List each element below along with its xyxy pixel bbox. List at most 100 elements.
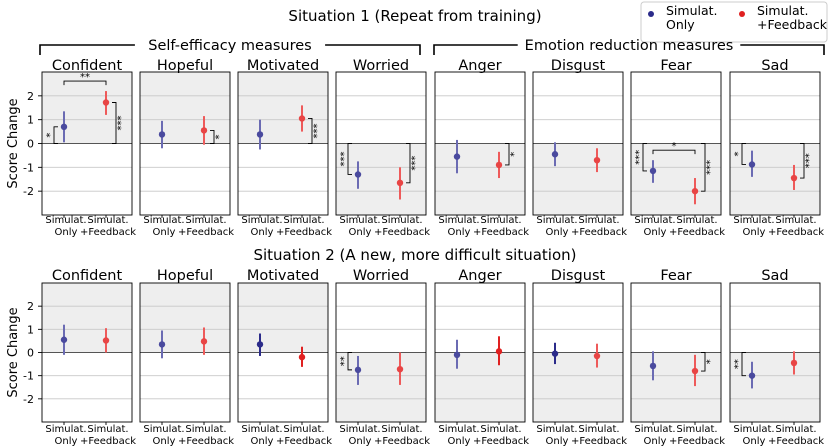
- sig-bracket: [347, 352, 352, 371]
- sig-label: **: [80, 72, 90, 83]
- x-tick-label: Only: [55, 227, 78, 238]
- shade-negative: [435, 352, 525, 422]
- sig-label: **: [339, 356, 350, 366]
- mean-point: [691, 187, 699, 195]
- shade-negative: [730, 143, 820, 215]
- panel-title: Sad: [761, 268, 788, 284]
- x-tick-label: +Feedback: [178, 227, 234, 238]
- x-tick-label: +Feedback: [374, 436, 430, 447]
- x-tick-label: Simulat.: [381, 215, 422, 226]
- situation-1-row: Situation 1 (Repeat from training) Score …: [6, 7, 824, 238]
- x-tick-label: Simulat.: [45, 215, 86, 226]
- sig-label: ***: [804, 153, 815, 168]
- y-axis-label: Score Change: [6, 98, 21, 188]
- x-tick-label: Simulat.: [480, 215, 521, 226]
- sig-bracket: [210, 129, 215, 144]
- x-tick-label: Simulat.: [143, 215, 184, 226]
- sig-label: ***: [410, 156, 421, 171]
- x-tick-label: +Feedback: [768, 227, 824, 238]
- x-tick-label: +Feedback: [768, 436, 824, 447]
- shade-negative: [336, 143, 426, 215]
- mean-point: [200, 127, 208, 134]
- x-tick-label: Simulat.: [283, 215, 324, 226]
- x-tick-label: Only: [743, 436, 766, 447]
- mean-point: [256, 131, 264, 138]
- x-tick-label: +Feedback: [669, 436, 725, 447]
- y-tick-label: 0: [27, 138, 34, 151]
- x-tick-label: Only: [153, 227, 176, 238]
- legend-label: Simulat.: [666, 3, 718, 18]
- x-tick-label: Only: [349, 436, 372, 447]
- shade-negative: [730, 352, 820, 422]
- mean-point: [256, 341, 264, 348]
- shade-negative: [631, 143, 721, 215]
- mean-point: [453, 351, 461, 359]
- x-tick-label: Simulat.: [339, 215, 380, 226]
- x-tick-label: Simulat.: [241, 215, 282, 226]
- mean-point: [551, 151, 559, 158]
- y-axis-label: Score Change: [6, 307, 21, 397]
- x-tick-label: Simulat.: [578, 424, 619, 435]
- x-tick-label: Only: [743, 227, 766, 238]
- x-tick-label: Simulat.: [185, 424, 226, 435]
- x-tick-label: Simulat.: [536, 215, 577, 226]
- panel-title: Fear: [660, 58, 691, 74]
- group-bracket: [433, 44, 825, 55]
- panel-title: Motivated: [247, 58, 319, 74]
- mean-point: [102, 99, 110, 106]
- x-tick-label: Only: [546, 227, 569, 238]
- sig-label: *: [705, 359, 716, 364]
- mean-point: [593, 352, 601, 360]
- x-tick-label: +Feedback: [571, 227, 627, 238]
- sig-label: *: [214, 134, 225, 139]
- x-tick-label: +Feedback: [276, 227, 332, 238]
- group-bracket: [39, 44, 421, 55]
- panel-frame: [630, 282, 722, 423]
- sig-label: **: [733, 359, 744, 369]
- sig-label: *: [672, 141, 677, 152]
- panel-title: Confident: [52, 58, 123, 74]
- x-tick-label: Simulat.: [283, 424, 324, 435]
- sig-bracket: [800, 143, 805, 179]
- x-tick-label: Simulat.: [339, 424, 380, 435]
- x-tick-label: Simulat.: [676, 215, 717, 226]
- shade-positive: [140, 283, 230, 353]
- group-label: Emotion reduction measures: [525, 38, 734, 54]
- mean-point: [691, 367, 699, 375]
- x-tick-label: Simulat.: [438, 424, 479, 435]
- chart-title: Situation 2 (A new, more difficult situa…: [253, 246, 576, 264]
- mean-point: [495, 348, 503, 355]
- x-tick-label: Simulat.: [733, 215, 774, 226]
- panel-title: Disgust: [551, 58, 606, 74]
- sig-bracket: [741, 352, 746, 377]
- panel-title: Hopeful: [157, 58, 213, 74]
- x-tick-label: Only: [448, 436, 471, 447]
- sig-label: ***: [116, 116, 127, 131]
- legend-marker: [739, 11, 745, 17]
- x-tick-label: +Feedback: [473, 436, 529, 447]
- mean-point: [748, 161, 756, 168]
- situation-2-row: Situation 2 (A new, more difficult situa…: [6, 246, 824, 447]
- y-tick-label: -1: [23, 161, 34, 174]
- sig-bracket: [53, 126, 58, 144]
- x-tick-label: Simulat.: [241, 424, 282, 435]
- panel-frame: [139, 282, 231, 423]
- x-tick-label: Only: [251, 227, 274, 238]
- panel-frame: [630, 71, 722, 216]
- sig-bracket: [652, 149, 696, 155]
- mean-point: [298, 115, 306, 122]
- shade-positive: [140, 72, 230, 144]
- shade-negative: [435, 143, 525, 215]
- mean-point: [790, 359, 798, 367]
